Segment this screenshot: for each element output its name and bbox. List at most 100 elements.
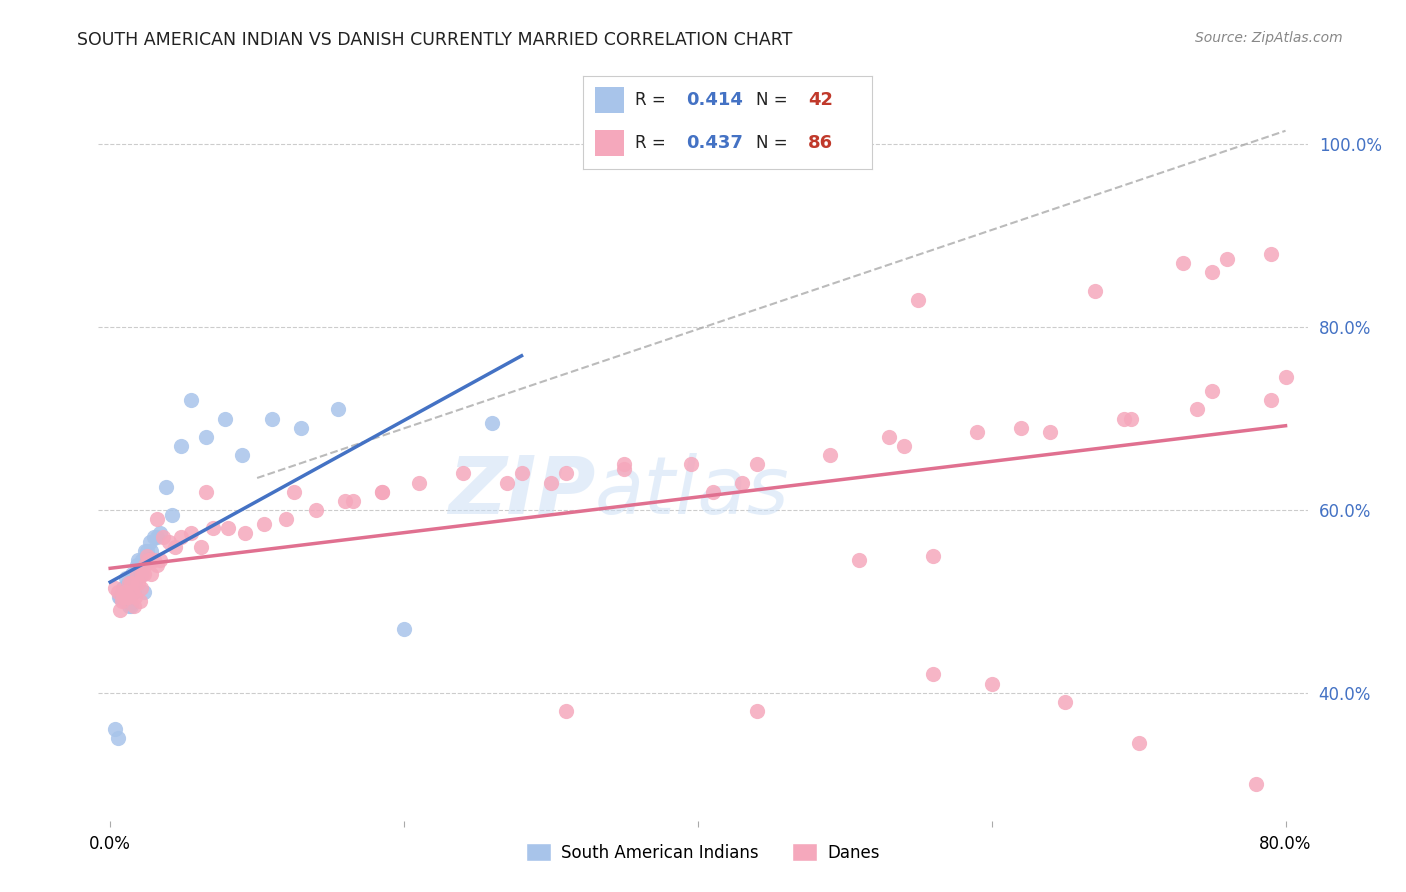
Point bbox=[129, 581, 152, 595]
Point bbox=[1171, 256, 1194, 270]
Point bbox=[214, 411, 236, 425]
Point bbox=[134, 558, 156, 572]
Point bbox=[180, 525, 202, 540]
Point bbox=[125, 566, 148, 581]
Point bbox=[1112, 411, 1135, 425]
Point bbox=[1201, 265, 1223, 279]
Text: 86: 86 bbox=[808, 135, 834, 153]
Point bbox=[115, 590, 138, 604]
Point bbox=[124, 590, 146, 604]
Point bbox=[818, 448, 841, 462]
Point bbox=[1083, 284, 1105, 298]
Point bbox=[451, 467, 474, 481]
Point bbox=[107, 585, 129, 599]
Point bbox=[135, 544, 157, 558]
Point bbox=[128, 566, 150, 581]
Text: 0.437: 0.437 bbox=[686, 135, 742, 153]
Point bbox=[149, 525, 172, 540]
Point bbox=[111, 594, 134, 608]
Point bbox=[180, 393, 202, 408]
Point bbox=[146, 512, 169, 526]
Point bbox=[122, 585, 145, 599]
Point bbox=[115, 572, 138, 586]
Point bbox=[110, 603, 132, 617]
Point bbox=[731, 475, 754, 490]
Point bbox=[613, 462, 636, 476]
Point bbox=[679, 457, 702, 471]
Point bbox=[122, 599, 145, 613]
Point bbox=[118, 576, 141, 591]
Point bbox=[893, 439, 915, 453]
Point bbox=[907, 293, 929, 307]
Point bbox=[194, 430, 217, 444]
Point bbox=[848, 553, 870, 567]
Point bbox=[1054, 695, 1077, 709]
Point bbox=[371, 484, 394, 499]
Point bbox=[170, 530, 193, 544]
Point bbox=[132, 585, 155, 599]
Point bbox=[143, 553, 166, 567]
Bar bbox=[595, 130, 624, 156]
Point bbox=[114, 594, 136, 608]
Point bbox=[1260, 393, 1282, 408]
Text: ZIP: ZIP bbox=[447, 452, 595, 531]
Point bbox=[1260, 247, 1282, 261]
Point bbox=[120, 576, 142, 591]
Point bbox=[540, 475, 562, 490]
Point bbox=[112, 581, 135, 595]
Point bbox=[134, 544, 156, 558]
Point bbox=[157, 535, 180, 549]
Point bbox=[121, 585, 143, 599]
Point bbox=[127, 553, 149, 567]
Point bbox=[702, 484, 724, 499]
Text: N =: N = bbox=[756, 91, 793, 109]
Point bbox=[922, 549, 945, 563]
Point bbox=[125, 558, 148, 572]
Point bbox=[141, 544, 163, 558]
Point bbox=[745, 457, 768, 471]
Point bbox=[146, 530, 169, 544]
Point bbox=[554, 467, 576, 481]
Point bbox=[326, 402, 349, 417]
Point bbox=[194, 484, 217, 499]
Point bbox=[112, 590, 135, 604]
Point bbox=[132, 566, 155, 581]
Point bbox=[980, 676, 1002, 690]
Point bbox=[1244, 777, 1267, 791]
Point bbox=[103, 723, 125, 737]
Point bbox=[139, 553, 162, 567]
Point bbox=[1121, 411, 1143, 425]
Point bbox=[131, 553, 153, 567]
Point bbox=[371, 484, 394, 499]
Point bbox=[124, 576, 146, 591]
Point bbox=[1274, 370, 1296, 384]
Point bbox=[495, 475, 517, 490]
Point bbox=[305, 503, 328, 517]
Point bbox=[613, 457, 636, 471]
Point bbox=[233, 525, 256, 540]
Point bbox=[114, 585, 136, 599]
Text: R =: R = bbox=[636, 91, 672, 109]
Point bbox=[121, 581, 143, 595]
Point bbox=[110, 590, 132, 604]
Point bbox=[276, 512, 298, 526]
Point bbox=[131, 566, 153, 581]
Point bbox=[120, 599, 142, 613]
Point bbox=[1010, 421, 1032, 435]
Bar bbox=[595, 87, 624, 113]
Point bbox=[202, 521, 225, 535]
Point bbox=[138, 553, 160, 567]
Point bbox=[143, 530, 166, 544]
Point bbox=[129, 566, 152, 581]
Point bbox=[138, 553, 160, 567]
Text: N =: N = bbox=[756, 135, 793, 153]
Point bbox=[1216, 252, 1239, 266]
Point bbox=[111, 585, 134, 599]
Point bbox=[217, 521, 239, 535]
Point bbox=[877, 430, 900, 444]
Point bbox=[290, 421, 312, 435]
Point bbox=[127, 576, 149, 591]
Point bbox=[481, 416, 503, 430]
Legend: South American Indians, Danes: South American Indians, Danes bbox=[520, 837, 886, 869]
Text: R =: R = bbox=[636, 135, 672, 153]
